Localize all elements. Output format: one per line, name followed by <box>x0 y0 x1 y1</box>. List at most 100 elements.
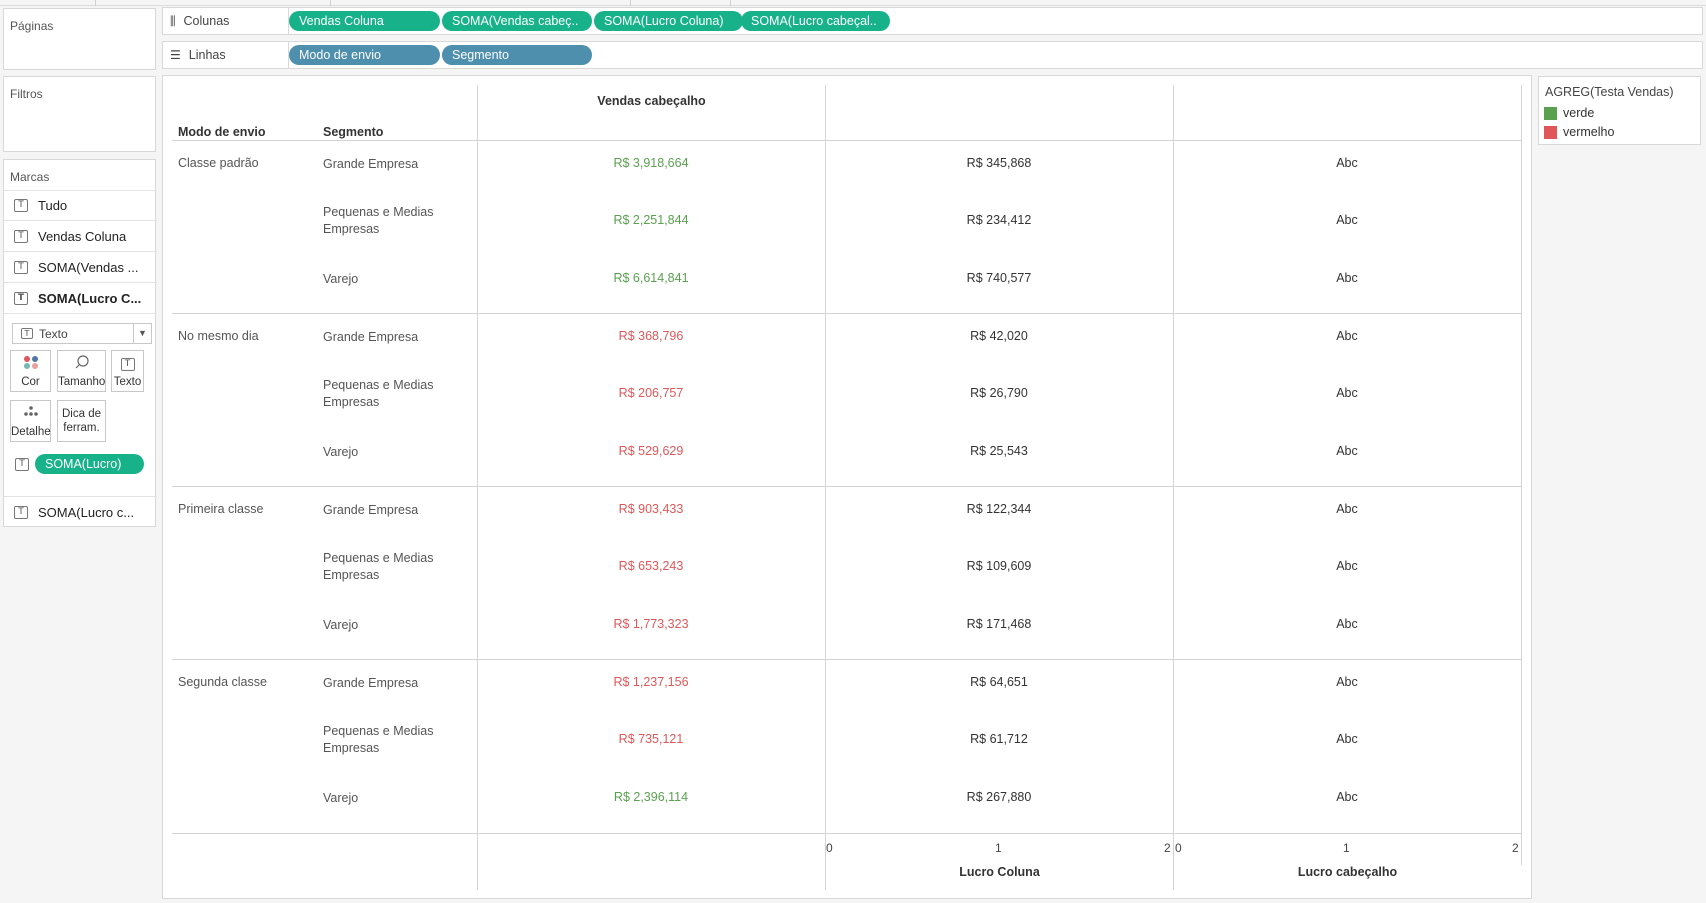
sales-value[interactable]: R$ 653,243 <box>618 559 684 573</box>
axis-title-lucro-coluna[interactable]: Lucro Coluna <box>959 865 1040 879</box>
sales-value[interactable]: R$ 1,237,156 <box>613 675 689 689</box>
tooltip-button[interactable]: Dica de ferram. <box>57 400 106 442</box>
sales-value[interactable]: R$ 529,629 <box>618 444 684 458</box>
segment-label[interactable]: Pequenas e Medias Empresas <box>323 724 434 755</box>
sales-value[interactable]: R$ 735,121 <box>618 732 684 746</box>
marks-tab-vendas-coluna[interactable]: T Vendas Coluna <box>4 221 157 252</box>
abc-placeholder[interactable]: Abc <box>1336 617 1358 631</box>
segment-label[interactable]: Varejo <box>323 618 359 632</box>
profit-value[interactable]: R$ 740,577 <box>966 271 1032 285</box>
abc-placeholder[interactable]: Abc <box>1336 386 1358 400</box>
marks-tab-soma-lucro-cabecalho[interactable]: T SOMA(Lucro c... <box>4 496 157 527</box>
worksheet-view[interactable]: Modo de envio Segmento Vendas cabeçalho … <box>162 75 1532 899</box>
profit-value[interactable]: R$ 42,020 <box>970 329 1028 343</box>
abc-placeholder[interactable]: Abc <box>1336 156 1358 170</box>
shipmode-label[interactable]: Segunda classe <box>178 675 267 689</box>
legend-item-verde[interactable]: verde <box>1544 106 1594 120</box>
abc-placeholder[interactable]: Abc <box>1336 675 1358 689</box>
segment-label[interactable]: Pequenas e Medias Empresas <box>323 205 434 236</box>
text-icon: T <box>112 355 143 371</box>
segment-label[interactable]: Grande Empresa <box>323 503 419 517</box>
axis-title-lucro-cabecalho[interactable]: Lucro cabeçalho <box>1297 865 1398 879</box>
detail-label: Detalhe <box>11 426 51 438</box>
color-dots-icon <box>11 355 50 372</box>
profit-value[interactable]: R$ 345,868 <box>966 156 1032 170</box>
abc-placeholder[interactable]: Abc <box>1336 732 1358 746</box>
segment-label[interactable]: Varejo <box>323 272 359 286</box>
sales-value[interactable]: R$ 903,433 <box>618 502 684 516</box>
marks-tab-soma-vendas[interactable]: T SOMA(Vendas ... <box>4 252 157 283</box>
sales-value[interactable]: R$ 206,757 <box>618 386 684 400</box>
columns-shelf[interactable]: ⫼ Colunas Vendas Coluna SOMA(Vendas cabe… <box>162 7 1703 35</box>
marks-tab-soma-lucro-coluna[interactable]: T SOMA(Lucro C... <box>4 283 157 314</box>
sales-value[interactable]: R$ 368,796 <box>618 329 684 343</box>
legend-swatch <box>1544 125 1557 139</box>
shipmode-label[interactable]: No mesmo dia <box>178 329 259 343</box>
profit-value[interactable]: R$ 109,609 <box>966 559 1032 573</box>
segment-label[interactable]: Grande Empresa <box>323 676 419 690</box>
header-segmento[interactable]: Segmento <box>323 125 384 139</box>
profit-value[interactable]: R$ 234,412 <box>966 213 1032 227</box>
detail-button[interactable]: Detalhe <box>10 400 51 442</box>
sales-value[interactable]: R$ 2,251,844 <box>613 213 689 227</box>
size-button[interactable]: Tamanho <box>57 350 106 392</box>
segment-label[interactable]: Varejo <box>323 445 359 459</box>
marks-tab-label: SOMA(Lucro C... <box>38 290 142 306</box>
abc-placeholder[interactable]: Abc <box>1336 502 1358 516</box>
shipmode-label[interactable]: Primeira classe <box>178 502 264 516</box>
segment-label[interactable]: Grande Empresa <box>323 157 419 171</box>
row-pill-modo-de-envio[interactable]: Modo de envio <box>289 45 440 65</box>
profit-value[interactable]: R$ 267,880 <box>966 790 1032 804</box>
profit-value[interactable]: R$ 122,344 <box>966 502 1032 516</box>
abc-placeholder[interactable]: Abc <box>1336 213 1358 227</box>
segment-label[interactable]: Grande Empresa <box>323 330 419 344</box>
profit-value[interactable]: R$ 61,712 <box>970 732 1028 746</box>
segment-label[interactable]: Varejo <box>323 791 359 805</box>
sales-value[interactable]: R$ 2,396,114 <box>613 790 689 804</box>
profit-value[interactable]: R$ 64,651 <box>970 675 1028 689</box>
header-vendas-cabecalho[interactable]: Vendas cabeçalho <box>597 94 706 108</box>
column-pill-vendas-coluna[interactable]: Vendas Coluna <box>289 11 440 31</box>
color-button[interactable]: Cor <box>10 350 51 392</box>
profit-value[interactable]: R$ 25,543 <box>970 444 1028 458</box>
chevron-down-icon: ▼ <box>133 324 151 343</box>
sales-value[interactable]: R$ 6,614,841 <box>613 271 689 285</box>
pages-panel[interactable]: Páginas <box>3 8 156 70</box>
abc-placeholder[interactable]: Abc <box>1336 329 1358 343</box>
divider <box>1173 85 1174 890</box>
segment-label[interactable]: Pequenas e Medias Empresas <box>323 551 434 582</box>
tooltip-label: Dica de ferram. <box>62 408 101 434</box>
sales-value[interactable]: R$ 1,773,323 <box>613 617 689 631</box>
segment-label[interactable]: Pequenas e Medias Empresas <box>323 378 434 409</box>
legend-item-vermelho[interactable]: vermelho <box>1544 125 1614 139</box>
rows-shelf[interactable]: ☰ Linhas Modo de envio Segmento <box>162 41 1703 69</box>
abc-placeholder[interactable]: Abc <box>1336 271 1358 285</box>
abc-placeholder[interactable]: Abc <box>1336 444 1358 458</box>
marks-title: Marcas <box>10 170 50 184</box>
shipmode-label[interactable]: Classe padrão <box>178 156 259 170</box>
mark-type-dropdown[interactable]: T Texto ▼ <box>12 323 152 344</box>
marks-tab-all[interactable]: T Tudo <box>4 190 157 221</box>
color-legend[interactable]: AGREG(Testa Vendas) verde vermelho <box>1538 76 1701 145</box>
rows-label-text: Linhas <box>188 48 226 62</box>
field-pill-soma-lucro[interactable]: SOMA(Lucro) <box>35 454 144 474</box>
column-pill-soma-lucro-cabecalho[interactable]: SOMA(Lucro cabeçal.. <box>741 11 890 31</box>
abc-placeholder[interactable]: Abc <box>1336 790 1358 804</box>
profit-value[interactable]: R$ 171,468 <box>966 617 1032 631</box>
profit-value[interactable]: R$ 26,790 <box>970 386 1028 400</box>
filters-panel[interactable]: Filtros <box>3 76 156 152</box>
text-mark-icon: T <box>14 199 28 212</box>
column-pill-soma-vendas-cabecalho[interactable]: SOMA(Vendas cabeç.. <box>442 11 592 31</box>
abc-placeholder[interactable]: Abc <box>1336 559 1358 573</box>
marks-tab-label: SOMA(Vendas ... <box>38 259 139 275</box>
legend-swatch <box>1544 106 1557 120</box>
text-button[interactable]: T Texto <box>111 350 144 392</box>
header-modo-de-envio[interactable]: Modo de envio <box>178 125 266 139</box>
legend-label: vermelho <box>1563 125 1615 139</box>
column-pill-soma-lucro-coluna[interactable]: SOMA(Lucro Coluna) <box>594 11 743 31</box>
text-mark-icon: T <box>14 260 28 274</box>
row-pill-segmento[interactable]: Segmento <box>442 45 592 65</box>
sales-value[interactable]: R$ 3,918,664 <box>613 156 689 170</box>
rows-shelf-label: ☰ Linhas <box>163 42 289 68</box>
top-border <box>0 0 1706 6</box>
